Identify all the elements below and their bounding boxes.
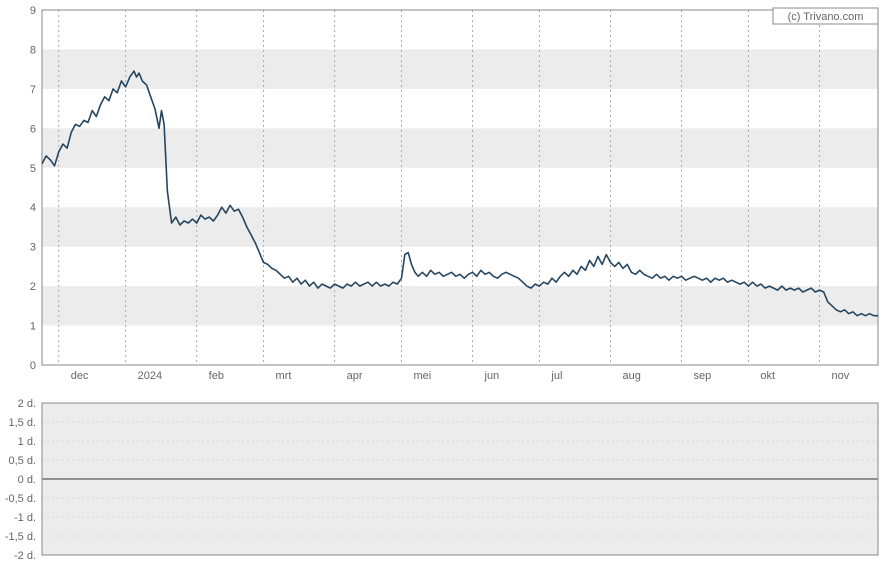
- y-tick-label: 6: [30, 123, 36, 135]
- sub-ytick-label: 1,5 d.: [8, 417, 36, 429]
- month-label: nov: [831, 370, 849, 382]
- month-label: okt: [760, 370, 775, 382]
- y-tick-label: 4: [30, 202, 36, 214]
- grid-band: [42, 479, 878, 498]
- y-tick-label: 9: [30, 5, 36, 17]
- month-label: 2024: [138, 370, 162, 382]
- grid-band: [42, 460, 878, 479]
- grid-band: [42, 517, 878, 536]
- grid-band: [42, 128, 878, 167]
- sub-ytick-label: -1 d.: [14, 512, 36, 524]
- month-label: feb: [209, 370, 224, 382]
- sub-chart: 2 d. 1,5 d. 1 d. 0,5 d. 0 d. -0,5 d. -1 d. -1,5…: [5, 398, 878, 562]
- chart-svg: dec 2024 feb mrt apr mei jun jul aug sep okt nov 0 1 2…: [0, 0, 888, 565]
- y-tick-label: 1: [30, 321, 36, 333]
- month-label: jun: [484, 370, 500, 382]
- month-label: mrt: [276, 370, 292, 382]
- copyright-label: (c) Trivano.com: [788, 11, 864, 23]
- sub-ytick-label: -1,5 d.: [5, 531, 36, 543]
- sub-ytick-label: -2 d.: [14, 550, 36, 562]
- y-tick-label: 0: [30, 360, 36, 372]
- y-tick-label: 3: [30, 242, 36, 254]
- grid-band: [42, 403, 878, 422]
- month-label: mei: [413, 370, 431, 382]
- grid-band: [42, 422, 878, 441]
- sub-ytick-label: 2 d.: [18, 398, 36, 410]
- grid-band: [42, 286, 878, 325]
- grid-band: [42, 49, 878, 88]
- sub-ytick-label: -0,5 d.: [5, 493, 36, 505]
- sub-ytick-label: 0,5 d.: [8, 455, 36, 467]
- month-label: dec: [71, 370, 89, 382]
- month-label: aug: [622, 370, 640, 382]
- chart-container: dec 2024 feb mrt apr mei jun jul aug sep okt nov 0 1 2…: [0, 0, 888, 565]
- grid-band: [42, 207, 878, 246]
- y-tick-label: 8: [30, 44, 36, 56]
- grid-band: [42, 441, 878, 460]
- month-label: apr: [347, 370, 363, 382]
- month-label: sep: [694, 370, 712, 382]
- y-tick-label: 2: [30, 281, 36, 293]
- y-tick-label: 5: [30, 163, 36, 175]
- sub-ytick-label: 1 d.: [18, 436, 36, 448]
- grid-band: [42, 498, 878, 517]
- y-tick-label: 7: [30, 84, 36, 96]
- grid-band: [42, 536, 878, 555]
- sub-ytick-label: 0 d.: [18, 474, 36, 486]
- month-label: jul: [550, 370, 562, 382]
- main-chart: dec 2024 feb mrt apr mei jun jul aug sep okt nov 0 1 2…: [30, 5, 878, 382]
